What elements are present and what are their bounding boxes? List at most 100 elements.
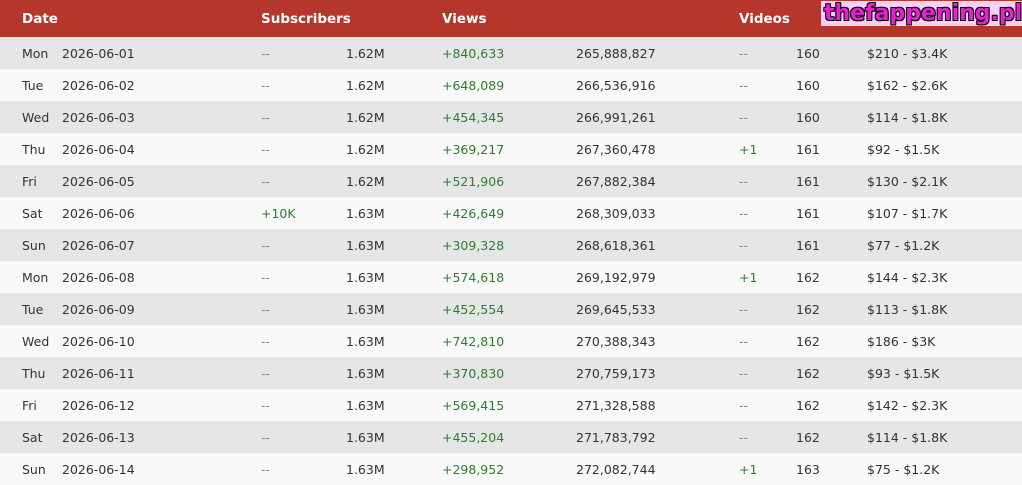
table-cell: $162 - $2.6K — [867, 78, 948, 93]
table-cell: +298,952 — [442, 462, 505, 477]
table-cell: $93 - $1.5K — [867, 366, 940, 381]
table-cell: -- — [739, 302, 749, 317]
table-cell: 162 — [796, 270, 820, 285]
table-row: Tue 2026-06-09 -- 1.63M +452,554 269,645,533 -… — [0, 293, 1022, 325]
table-cell: +742,810 — [442, 334, 505, 349]
table-cell: +452,554 — [442, 302, 505, 317]
table-cell: -- — [261, 110, 271, 125]
table-cell: 1.63M — [346, 302, 385, 317]
table-cell: 162 — [796, 398, 820, 413]
table-cell: 160 — [796, 46, 820, 61]
table-row: Fri 2026-06-12 -- 1.63M +569,415 271,328,588 -… — [0, 389, 1022, 421]
table-cell: -- — [261, 462, 271, 477]
table-cell: Mon — [22, 270, 49, 285]
table-cell: +840,633 — [442, 46, 505, 61]
table-cell: -- — [739, 430, 749, 445]
table-cell: 162 — [796, 430, 820, 445]
table-row: Sun 2026-06-14 -- 1.63M +298,952 272,082,744 +… — [0, 453, 1022, 485]
table-row: Wed 2026-06-03 -- 1.62M +454,345 266,991,261 -… — [0, 101, 1022, 133]
table-cell: +569,415 — [442, 398, 505, 413]
table-cell: 162 — [796, 334, 820, 349]
table-cell: 161 — [796, 174, 820, 189]
table-cell: $113 - $1.8K — [867, 302, 948, 317]
table-row: Thu 2026-06-04 -- 1.62M +369,217 267,360,478 +… — [0, 133, 1022, 165]
table-cell: -- — [261, 238, 271, 253]
table-cell: 1.63M — [346, 398, 385, 413]
table-cell: Mon — [22, 46, 49, 61]
table-cell: +309,328 — [442, 238, 505, 253]
table-cell: 163 — [796, 462, 820, 477]
table-cell: Sat — [22, 206, 43, 221]
table-cell: 161 — [796, 206, 820, 221]
table-cell: Wed — [22, 334, 50, 349]
table-cell: 2026-06-14 — [62, 462, 135, 477]
column-header: Subscribers — [261, 11, 351, 27]
table-cell: 161 — [796, 142, 820, 157]
table-cell: 269,192,979 — [576, 270, 656, 285]
table-cell: 267,882,384 — [576, 174, 656, 189]
table-cell: 272,082,744 — [576, 462, 656, 477]
table-cell: +574,618 — [442, 270, 505, 285]
table-cell: 161 — [796, 238, 820, 253]
table-cell: 267,360,478 — [576, 142, 656, 157]
table-cell: -- — [739, 238, 749, 253]
table-cell: 2026-06-06 — [62, 206, 135, 221]
table-row: Mon 2026-06-01 -- 1.62M +840,633 265,888,827 -… — [0, 37, 1022, 69]
table-cell: -- — [261, 398, 271, 413]
table-cell: 2026-06-10 — [62, 334, 135, 349]
table-cell: 2026-06-11 — [62, 366, 135, 381]
table-row: Sun 2026-06-07 -- 1.63M +309,328 268,618,361 -… — [0, 229, 1022, 261]
table-row: Fri 2026-06-05 -- 1.62M +521,906 267,882,384 -… — [0, 165, 1022, 197]
table-cell: +1 — [739, 142, 758, 157]
table-cell: +521,906 — [442, 174, 505, 189]
column-header: Date — [22, 11, 58, 27]
table-cell: +455,204 — [442, 430, 505, 445]
table-cell: 1.63M — [346, 366, 385, 381]
table-cell: 2026-06-03 — [62, 110, 135, 125]
table-cell: Tue — [22, 302, 44, 317]
table-cell: Thu — [22, 366, 46, 381]
table-cell: -- — [261, 270, 271, 285]
table-cell: $210 - $3.4K — [867, 46, 948, 61]
table-cell: -- — [261, 430, 271, 445]
table-cell: Sun — [22, 238, 46, 253]
table-cell: 2026-06-02 — [62, 78, 135, 93]
table-cell: 1.63M — [346, 334, 385, 349]
table-cell: Sun — [22, 462, 46, 477]
table-cell: Fri — [22, 174, 37, 189]
table-cell: 269,645,533 — [576, 302, 656, 317]
table-cell: Tue — [22, 78, 44, 93]
table-cell: 162 — [796, 366, 820, 381]
table-cell: $92 - $1.5K — [867, 142, 940, 157]
table-cell: 2026-06-04 — [62, 142, 135, 157]
table-cell: -- — [739, 174, 749, 189]
table-cell: +369,217 — [442, 142, 505, 157]
table-cell: -- — [739, 206, 749, 221]
table-cell: $144 - $2.3K — [867, 270, 948, 285]
table-cell: 1.62M — [346, 174, 385, 189]
table-cell: -- — [739, 110, 749, 125]
table-cell: -- — [261, 334, 271, 349]
table-cell: 2026-06-09 — [62, 302, 135, 317]
table-cell: 1.63M — [346, 430, 385, 445]
table-cell: 271,783,792 — [576, 430, 656, 445]
table-cell: +426,649 — [442, 206, 505, 221]
table-cell: 270,759,173 — [576, 366, 656, 381]
table-cell: 1.63M — [346, 238, 385, 253]
table-cell: 268,309,033 — [576, 206, 656, 221]
table-cell: 1.62M — [346, 78, 385, 93]
table-cell: +10K — [261, 206, 296, 221]
table-cell: -- — [261, 366, 271, 381]
table-cell: 2026-06-12 — [62, 398, 135, 413]
table-cell: +1 — [739, 462, 758, 477]
table-cell: 1.63M — [346, 206, 385, 221]
table-cell: $107 - $1.7K — [867, 206, 948, 221]
table-row: Mon 2026-06-08 -- 1.63M +574,618 269,192,979 +… — [0, 261, 1022, 293]
table-cell: $77 - $1.2K — [867, 238, 940, 253]
table-cell: 162 — [796, 302, 820, 317]
table-cell: 266,536,916 — [576, 78, 656, 93]
table-row: Wed 2026-06-10 -- 1.63M +742,810 270,388,343 -… — [0, 325, 1022, 357]
table-cell: 1.62M — [346, 110, 385, 125]
table-cell: -- — [739, 366, 749, 381]
